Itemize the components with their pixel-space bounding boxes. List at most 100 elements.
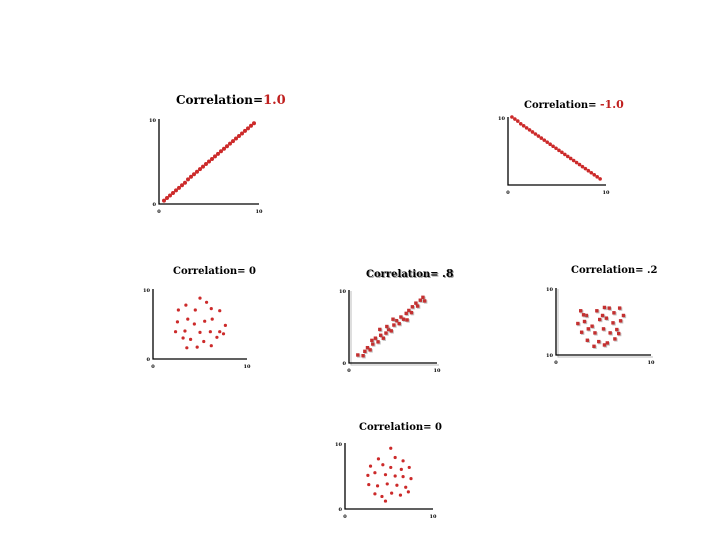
y-tick-label: 10 — [339, 289, 346, 295]
data-point — [581, 313, 586, 317]
data-point — [595, 175, 599, 179]
data-point — [198, 296, 202, 300]
data-point — [367, 482, 371, 487]
data-point-shadow — [371, 339, 375, 344]
data-point — [373, 336, 378, 340]
data-point — [407, 465, 411, 470]
data-point — [168, 193, 172, 198]
axes — [555, 288, 651, 356]
data-point — [548, 142, 552, 146]
data-point — [557, 148, 561, 153]
data-point — [579, 309, 583, 313]
data-point — [204, 300, 209, 304]
data-point — [394, 318, 399, 323]
data-point — [185, 346, 189, 350]
data-point-shadow — [423, 300, 428, 304]
data-point-shadow — [416, 305, 421, 309]
data-point-shadow — [386, 325, 390, 330]
chart-title-3: Correlation= 0 — [173, 266, 256, 277]
data-point — [207, 159, 211, 164]
data-point — [383, 473, 388, 477]
data-point-shadow — [364, 350, 368, 355]
data-point-shadow — [609, 332, 613, 336]
data-point — [237, 134, 241, 138]
data-point — [404, 311, 408, 316]
data-point — [175, 320, 180, 324]
data-point — [582, 319, 587, 324]
data-point-shadow — [577, 322, 581, 327]
data-point — [198, 167, 202, 172]
axis-shadow — [350, 291, 439, 366]
data-point — [225, 144, 229, 149]
data-point — [195, 169, 199, 174]
data-point — [554, 146, 558, 151]
data-point — [385, 482, 389, 486]
data-point — [615, 327, 619, 332]
data-point — [592, 173, 597, 177]
data-point — [380, 494, 384, 499]
data-point — [542, 138, 547, 142]
data-point-shadow — [603, 344, 608, 348]
data-point — [171, 190, 175, 195]
chart-title-value: 0 — [249, 266, 256, 277]
data-point — [186, 317, 190, 321]
x-tick-label: 0 — [347, 368, 351, 374]
y-tick-label: 10 — [143, 288, 150, 294]
data-point — [215, 335, 219, 339]
data-point — [539, 136, 544, 140]
x-tick-label: 10 — [648, 360, 655, 366]
data-point-shadow — [398, 322, 402, 327]
data-point — [386, 327, 391, 332]
data-point — [218, 309, 222, 313]
data-point — [568, 156, 573, 161]
chart-title-4: Correlation= .8 — [366, 267, 454, 280]
data-point — [384, 331, 388, 335]
data-point-shadow — [601, 314, 606, 319]
data-point — [421, 295, 425, 299]
data-point-shadow — [591, 325, 595, 329]
data-point — [184, 303, 188, 307]
data-point — [393, 474, 397, 478]
data-point-shadow — [608, 307, 612, 311]
data-point — [202, 339, 206, 344]
chart-title-6: Correlation= 0 — [359, 422, 442, 433]
chart-title-1: Correlation=1.0 — [176, 93, 286, 108]
y-tick-label: 10 — [546, 287, 553, 293]
data-point — [392, 323, 396, 327]
data-point — [210, 317, 214, 321]
data-point — [595, 309, 599, 313]
data-point — [391, 317, 395, 321]
data-point-shadow — [390, 330, 394, 334]
chart-title-value: .8 — [442, 267, 454, 280]
data-point-shadow — [362, 355, 366, 359]
data-point-shadow — [587, 328, 591, 332]
data-point-shadow — [377, 341, 381, 345]
data-point — [618, 319, 623, 323]
data-point — [518, 122, 523, 126]
data-point — [378, 333, 383, 337]
data-point — [162, 198, 166, 203]
data-point-shadow — [596, 310, 600, 314]
data-point — [397, 321, 401, 326]
data-point — [223, 323, 227, 327]
data-point — [597, 339, 601, 344]
y-tick-label: 10 — [546, 353, 553, 359]
data-point — [607, 306, 611, 310]
data-point — [246, 126, 250, 131]
data-point — [551, 144, 555, 149]
data-point — [165, 196, 169, 201]
data-point — [406, 490, 410, 494]
data-point — [180, 183, 184, 188]
data-point — [234, 136, 238, 141]
data-point — [373, 492, 377, 496]
data-point — [192, 172, 196, 177]
chart-title-prefix: Correlation= — [173, 266, 250, 277]
data-point — [213, 154, 217, 159]
data-point-shadow — [392, 318, 396, 322]
data-point-shadow — [622, 314, 627, 319]
data-point — [579, 330, 584, 334]
data-point — [598, 317, 602, 322]
y-tick-label: 0 — [343, 361, 347, 367]
data-point-shadow — [599, 318, 603, 323]
